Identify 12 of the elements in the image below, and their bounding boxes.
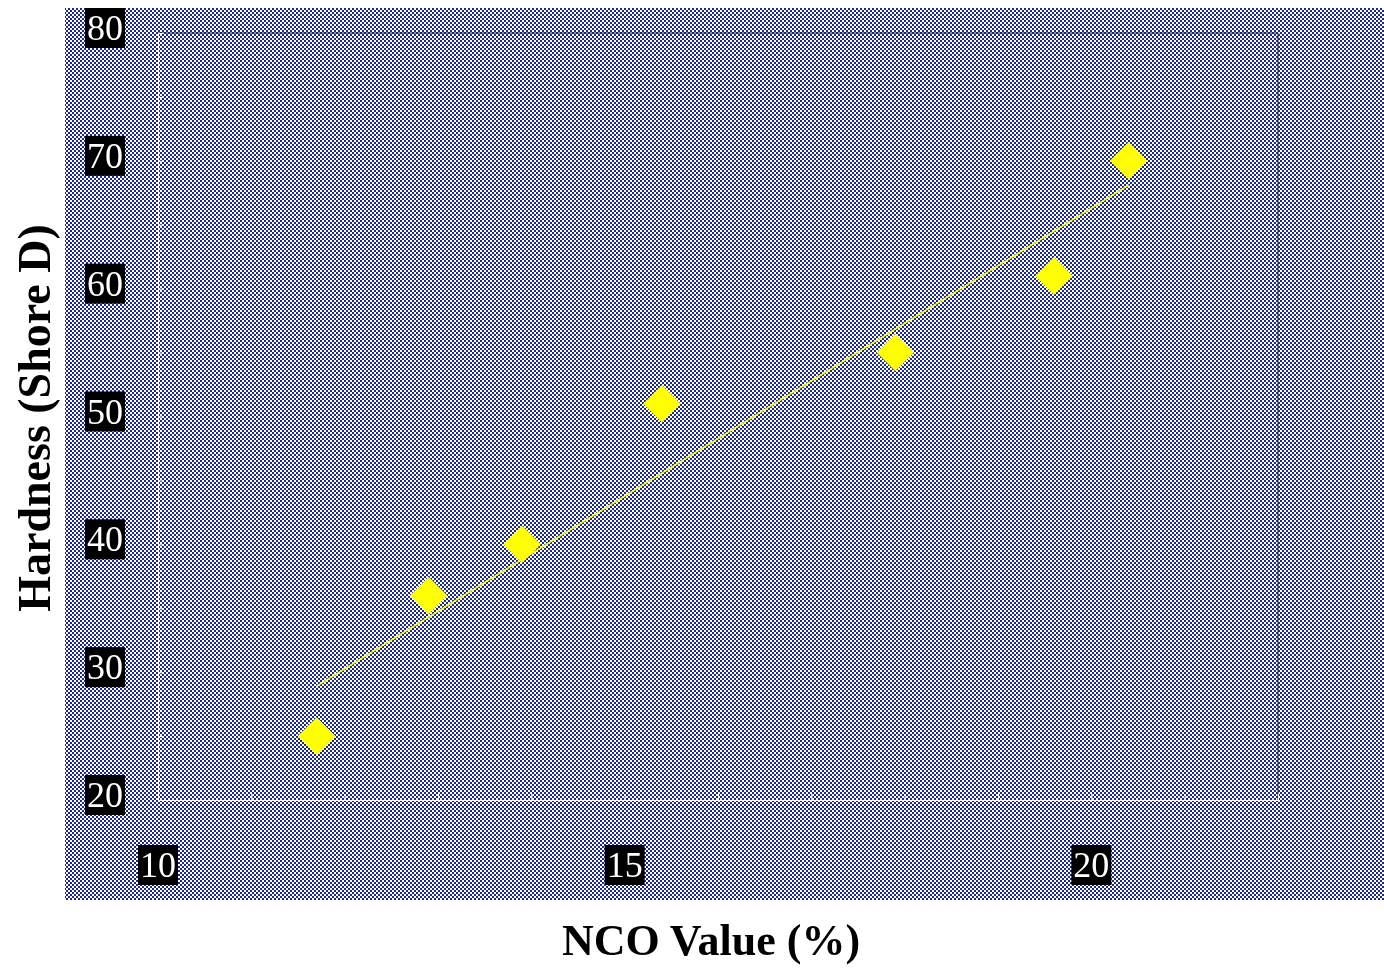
x-tick-label: 10 (140, 845, 176, 885)
y-tick-label: 80 (87, 8, 123, 48)
y-tick-label: 30 (87, 647, 123, 688)
y-tick-label: 50 (87, 391, 123, 432)
y-tick-label: 70 (87, 135, 123, 176)
y-axis-title: Hardness (Shore D) (8, 224, 60, 612)
y-tick-label: 40 (87, 519, 123, 560)
y-tick-label: 20 (87, 775, 123, 815)
y-tick-label: 60 (87, 263, 123, 304)
x-axis-title: NCO Value (%) (561, 915, 861, 965)
x-tick-label: 20 (1073, 845, 1110, 885)
x-tick-label: 15 (606, 845, 643, 885)
